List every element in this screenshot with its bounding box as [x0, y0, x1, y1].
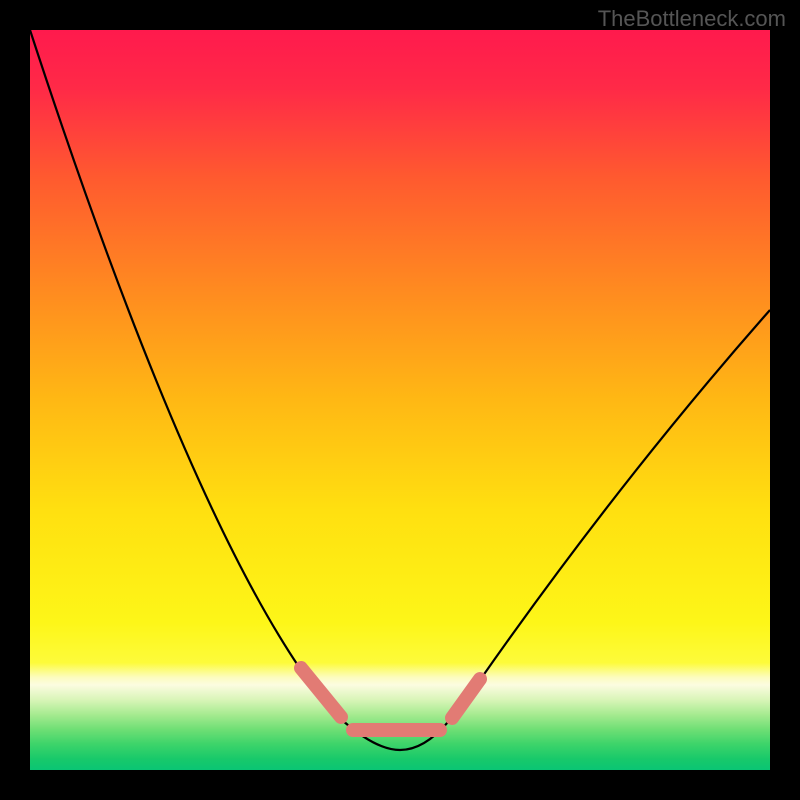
chart-stage: TheBottleneck.com [0, 0, 800, 800]
bottleneck-chart-svg [0, 0, 800, 800]
heat-gradient-area [30, 30, 770, 770]
watermark-text: TheBottleneck.com [598, 6, 786, 32]
